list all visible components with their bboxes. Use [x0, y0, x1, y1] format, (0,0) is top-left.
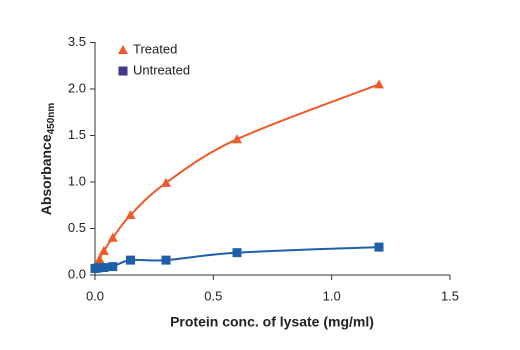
data-point [108, 262, 118, 272]
y-axis-label-text: Absorbance [38, 134, 54, 215]
data-point [107, 232, 118, 242]
fit-line [94, 83, 380, 269]
x-tick-label: 1.0 [323, 288, 341, 303]
data-point [161, 255, 171, 265]
x-tick-label: 0.0 [86, 288, 104, 303]
data-point [126, 255, 135, 265]
x-tick-label: 0.5 [204, 288, 222, 303]
y-tick-label: 1.5 [68, 127, 86, 142]
x-axis-label: Protein conc. of lysate (mg/ml) [170, 314, 374, 330]
data-point [374, 242, 384, 252]
y-axis-label-subscript: 450nm [46, 103, 57, 135]
data-point [125, 210, 136, 220]
y-tick-label: 2.0 [68, 80, 86, 95]
legend-marker [118, 66, 128, 76]
data-point [99, 263, 109, 273]
y-tick-label: 3.5 [68, 34, 86, 49]
data-point [232, 248, 242, 258]
data-point [94, 254, 105, 264]
data-point [161, 177, 171, 187]
y-tick-label: 0.0 [68, 266, 86, 281]
data-point [98, 245, 109, 255]
legend-label: Treated [133, 41, 177, 56]
data-point [374, 79, 384, 89]
y-tick-label: 0.5 [68, 220, 86, 235]
data-point [232, 134, 242, 144]
x-tick-label: 1.5 [441, 288, 459, 303]
legend-marker [118, 45, 128, 54]
y-axis-label: Absorbance450nm [38, 103, 57, 216]
y-tick-label: 1.0 [68, 173, 86, 188]
legend-label: Untreated [133, 62, 190, 77]
